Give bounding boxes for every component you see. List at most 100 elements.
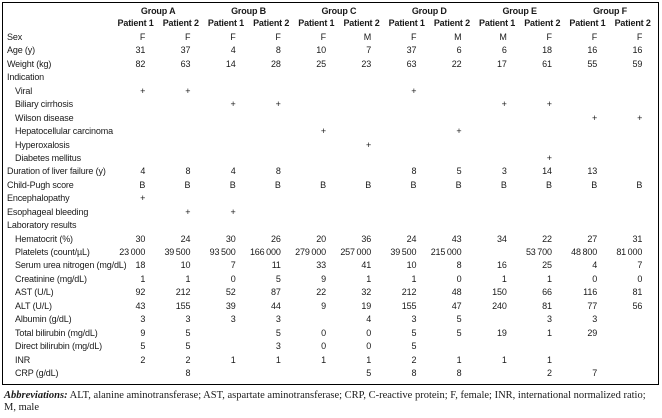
- table-cell: [429, 85, 474, 98]
- table-cell: 34: [496, 233, 507, 244]
- table-cell: 43: [135, 300, 146, 311]
- table-cell: [384, 112, 429, 125]
- table-cell: [158, 192, 203, 205]
- table-cell: 33: [316, 260, 326, 271]
- table-cell: [294, 85, 339, 98]
- table-cell: [565, 192, 610, 205]
- table-cell: 212: [175, 287, 191, 298]
- group-header: Group F: [593, 6, 628, 16]
- table-cell: 8: [456, 260, 462, 271]
- row-label: AST (U/L): [15, 287, 54, 298]
- table-cell: 0: [456, 273, 462, 284]
- table-cell: 31: [632, 233, 643, 244]
- table-cell: B: [410, 179, 417, 190]
- table-cell: 63: [406, 58, 417, 69]
- row-label: Serum urea nitrogen (mg/dL): [15, 260, 127, 271]
- table-cell: [520, 139, 565, 152]
- row-label: Hepatocellular carcinoma: [15, 126, 113, 137]
- table-cell: [565, 354, 610, 367]
- table-cell: 39: [225, 300, 236, 311]
- table-cell: 30: [225, 233, 236, 244]
- table-cell: [610, 152, 655, 165]
- table-cell: 8: [411, 166, 417, 177]
- table-cell: 7: [230, 260, 236, 271]
- table-cell: [203, 85, 248, 98]
- table-cell: [203, 139, 248, 152]
- table-cell: [520, 85, 565, 98]
- table-cell: 1: [456, 354, 462, 365]
- table-cell: [429, 206, 474, 219]
- patient-column-header: Patient 1: [298, 18, 335, 28]
- table-cell: [520, 125, 565, 138]
- group-header: Group E: [502, 6, 537, 16]
- table-cell: 22: [451, 58, 462, 69]
- table-cell: 52: [225, 287, 236, 298]
- table-cell: [203, 192, 248, 205]
- table-cell: 8: [411, 367, 417, 378]
- table-cell: [475, 246, 520, 259]
- table-cell: [384, 125, 429, 138]
- table-cell: [294, 71, 339, 84]
- table-cell: 92: [135, 287, 146, 298]
- table-cell: [475, 206, 520, 219]
- table-cell: 8: [185, 367, 191, 378]
- table-cell: F: [320, 32, 327, 42]
- table-cell: 81: [542, 300, 552, 311]
- row-label: Sex: [7, 32, 23, 42]
- patient-column-header: Patient 1: [479, 18, 516, 28]
- table-cell: 1: [275, 354, 281, 365]
- table-cell: F: [139, 32, 146, 42]
- table-cell: 4: [592, 260, 598, 271]
- row-label: ALT (U/L): [15, 300, 52, 311]
- table-cell: [565, 98, 610, 111]
- table-cell: 87: [271, 287, 281, 298]
- row-label: Esophageal bleeding: [7, 206, 89, 217]
- table-cell: 1: [366, 273, 372, 284]
- patient-column-header: Patient 2: [162, 18, 199, 28]
- table-cell: 5: [140, 341, 146, 352]
- table-cell: 4: [366, 314, 372, 325]
- table-cell: M: [363, 32, 372, 42]
- table-cell: [203, 219, 248, 232]
- row-label: Diabetes mellitus: [15, 152, 81, 163]
- row-label: Laboratory results: [7, 220, 77, 231]
- group-header: Group B: [231, 6, 267, 16]
- table-cell: [610, 125, 655, 138]
- table-cell: [339, 125, 384, 138]
- table-cell: 32: [361, 287, 372, 298]
- table-cell: 3: [185, 314, 191, 325]
- table-cell: [610, 165, 655, 178]
- table-cell: B: [500, 179, 507, 190]
- table-cell: [475, 112, 520, 125]
- table-cell: 9: [140, 327, 146, 338]
- table-cell: B: [546, 179, 552, 190]
- table-cell: +: [230, 206, 236, 217]
- table-cell: [475, 139, 520, 152]
- table-cell: +: [501, 99, 507, 110]
- table-cell: B: [636, 179, 643, 190]
- table-cell: B: [591, 179, 598, 190]
- table-cell: +: [366, 139, 372, 150]
- table-cell: 155: [175, 300, 191, 311]
- table-cell: +: [185, 85, 191, 96]
- table-cell: [429, 71, 474, 84]
- table-cell: [249, 219, 294, 232]
- table-cell: 3: [501, 166, 507, 177]
- table-cell: 3: [411, 314, 417, 325]
- table-cell: [158, 71, 203, 84]
- table-cell: 5: [411, 341, 417, 352]
- table-cell: 2: [411, 354, 417, 365]
- table-cell: [203, 112, 248, 125]
- table-cell: 3: [230, 314, 236, 325]
- table-cell: 61: [542, 58, 552, 69]
- table-cell: 77: [587, 300, 598, 311]
- table-cell: [203, 152, 248, 165]
- table-cell: [610, 85, 655, 98]
- table-cell: 155: [401, 300, 417, 311]
- table-cell: +: [637, 112, 643, 123]
- table-cell: 10: [316, 45, 326, 56]
- table-cell: [113, 98, 158, 111]
- table-cell: 48 800: [571, 247, 598, 257]
- table-cell: 27: [587, 233, 598, 244]
- table-cell: 0: [366, 341, 372, 352]
